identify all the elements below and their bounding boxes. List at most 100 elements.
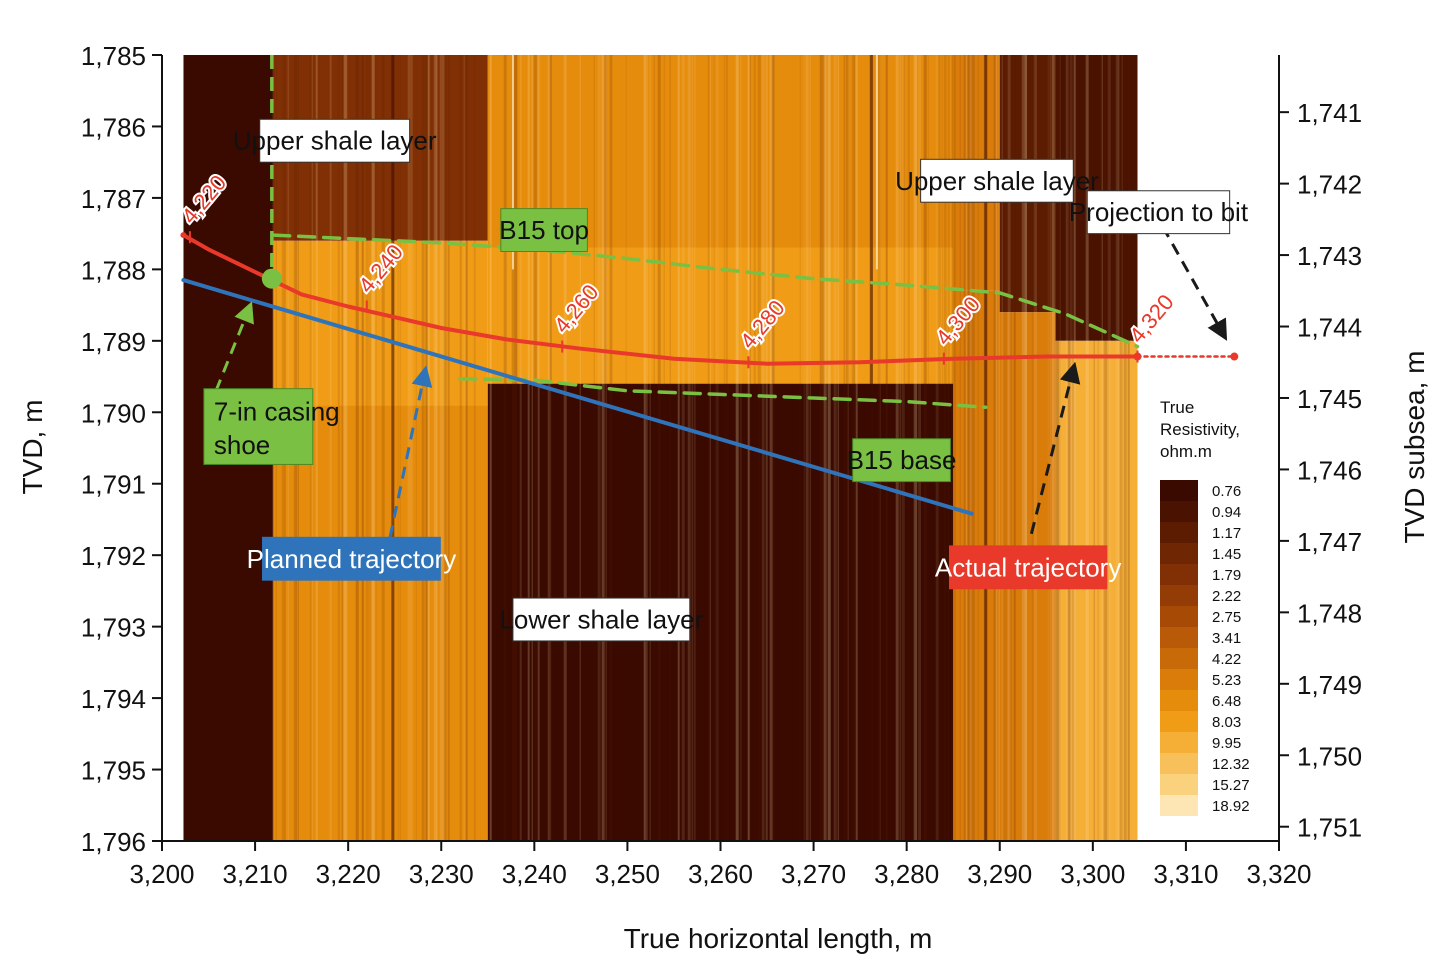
legend-swatch — [1160, 753, 1198, 774]
y-tick-label: 1,787 — [81, 184, 146, 214]
resistivity-streak — [645, 55, 648, 841]
resistivity-streak — [723, 55, 725, 841]
resistivity-streak — [329, 55, 332, 841]
legend-label: 18.92 — [1212, 798, 1250, 815]
y-tick-label: 1,795 — [81, 756, 146, 786]
annotation-text: B15 base — [847, 445, 957, 475]
resistivity-streak — [843, 55, 845, 841]
resistivity-cell-1-2 — [272, 405, 488, 841]
resistivity-streak — [1009, 55, 1012, 841]
y-tick-label: 1,786 — [81, 112, 146, 142]
resistivity-streak — [341, 55, 343, 841]
resistivity-streak — [1057, 55, 1061, 841]
resistivity-streak — [995, 55, 997, 841]
resistivity-streak — [819, 55, 822, 841]
annotation-lower-shale-layer: Lower shale layer — [499, 597, 704, 642]
x-tick-label: 3,260 — [688, 859, 753, 889]
resistivity-streak — [965, 55, 967, 841]
y-tick-label: 1,792 — [81, 541, 146, 571]
legend-label: 6.48 — [1212, 693, 1241, 710]
legend-swatch — [1160, 774, 1198, 795]
resistivity-streak — [433, 55, 437, 841]
resistivity-streak — [709, 55, 711, 841]
resistivity-streak — [707, 55, 710, 841]
resistivity-streak — [441, 55, 445, 841]
resistivity-streak — [1115, 55, 1119, 841]
resistivity-streak — [365, 55, 368, 841]
resistivity-streak — [439, 55, 442, 841]
x-tick-label: 3,250 — [595, 859, 660, 889]
legend-label: 8.03 — [1212, 714, 1241, 731]
resistivity-streak — [375, 55, 377, 841]
resistivity-streak — [1105, 55, 1109, 841]
legend-label: 1.79 — [1212, 567, 1241, 584]
resistivity-streak — [1059, 55, 1061, 841]
resistivity-streak — [597, 55, 601, 841]
resistivity-streak — [519, 55, 522, 841]
x-tick-label: 3,310 — [1153, 859, 1218, 889]
resistivity-streak — [1119, 55, 1123, 841]
annotation-text: Actual trajectory — [935, 552, 1121, 582]
annotation-box — [203, 388, 314, 465]
annotation-projection-to-bit: Projection to bit — [1069, 190, 1249, 235]
resistivity-streak — [527, 55, 530, 841]
resistivity-streak — [421, 55, 424, 841]
y2-tick-label: 1,746 — [1297, 455, 1362, 485]
resistivity-streak — [503, 55, 507, 841]
resistivity-streak — [1013, 55, 1016, 841]
resistivity-streak — [809, 55, 811, 841]
x-tick-label: 3,200 — [129, 859, 194, 889]
resistivity-streak — [399, 55, 401, 841]
resistivity-streak — [355, 55, 359, 841]
resistivity-streak — [715, 55, 719, 841]
resistivity-streak — [605, 55, 607, 841]
resistivity-streak — [343, 55, 347, 841]
legend-label: 2.22 — [1212, 588, 1241, 605]
y-tick-label: 1,796 — [81, 827, 146, 857]
resistivity-streak — [603, 55, 607, 841]
y2-tick-label: 1,742 — [1297, 170, 1362, 200]
x-tick-label: 3,300 — [1060, 859, 1125, 889]
resistivity-streak — [687, 55, 691, 841]
resistivity-streak — [845, 55, 849, 841]
planned-trajectory-arrow — [388, 365, 433, 538]
y-tick-label: 1,791 — [81, 470, 146, 500]
resistivity-streak — [1101, 55, 1103, 841]
resistivity-streak — [563, 55, 567, 841]
resistivity-streak — [649, 55, 651, 841]
legend-swatch — [1160, 501, 1198, 522]
x-tick-label: 3,230 — [409, 859, 474, 889]
annotation-box — [1086, 190, 1231, 235]
legend-title: ohm.m — [1160, 442, 1212, 461]
resistivity-streak — [1003, 55, 1007, 841]
resistivity-streak — [959, 55, 961, 841]
legend-label: 0.76 — [1212, 483, 1241, 500]
resistivity-streak — [1023, 55, 1027, 841]
resistivity-streak — [1001, 55, 1003, 841]
annotation-b15-base: B15 base — [847, 438, 957, 483]
resistivity-streak — [677, 55, 680, 841]
y-tick-label: 1,794 — [81, 684, 146, 714]
resistivity-streak — [315, 55, 318, 841]
resistivity-streak — [1065, 55, 1069, 841]
legend-swatch — [1160, 522, 1198, 543]
series-b15-base — [458, 376, 988, 410]
resistivity-streak — [773, 55, 775, 841]
resistivity-streak — [1049, 55, 1051, 841]
no-data-area — [162, 55, 184, 841]
resistivity-streak — [473, 55, 476, 841]
legend-title: True — [1160, 398, 1194, 417]
resistivity-streak — [771, 55, 774, 841]
resistivity-streak — [1007, 55, 1011, 841]
resistivity-streak — [1103, 55, 1107, 841]
resistivity-streak — [823, 55, 827, 841]
resistivity-streak — [1033, 55, 1037, 841]
annotation-text: B15 top — [499, 215, 589, 245]
annotation-box — [259, 118, 411, 163]
resistivity-streak — [1031, 55, 1034, 841]
resistivity-streak — [415, 55, 417, 841]
resistivity-streak — [1071, 55, 1075, 841]
y2-tick-label: 1,741 — [1297, 98, 1362, 128]
resistivity-streak — [971, 55, 975, 841]
resistivity-streak — [1035, 55, 1037, 841]
